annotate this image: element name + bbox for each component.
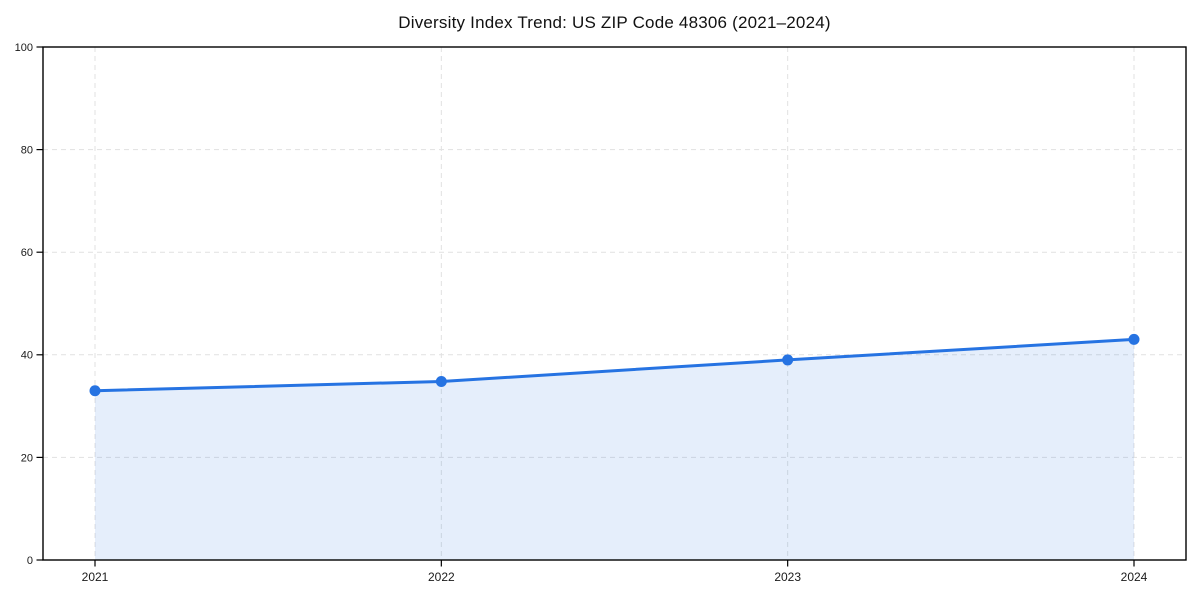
y-tick-label: 80 xyxy=(21,144,33,156)
data-point-marker xyxy=(1128,333,1140,345)
data-point-marker xyxy=(435,375,447,387)
plot-border xyxy=(42,46,1187,561)
y-tick-label: 40 xyxy=(21,350,33,362)
chart-title: Diversity Index Trend: US ZIP Code 48306… xyxy=(398,13,831,32)
y-tick-label: 100 xyxy=(15,42,33,54)
x-tick-label: 2021 xyxy=(82,570,109,584)
data-point-marker xyxy=(782,354,794,366)
data-point-marker xyxy=(89,385,101,397)
area-fill xyxy=(95,339,1134,560)
y-tick-label: 20 xyxy=(21,452,33,464)
x-tick-label: 2023 xyxy=(774,570,801,584)
y-tick-label: 0 xyxy=(27,555,33,567)
trend-line xyxy=(93,337,1136,393)
y-tick-label: 60 xyxy=(21,247,33,259)
x-tick-label: 2022 xyxy=(428,570,455,584)
x-tick-label: 2024 xyxy=(1121,570,1148,584)
